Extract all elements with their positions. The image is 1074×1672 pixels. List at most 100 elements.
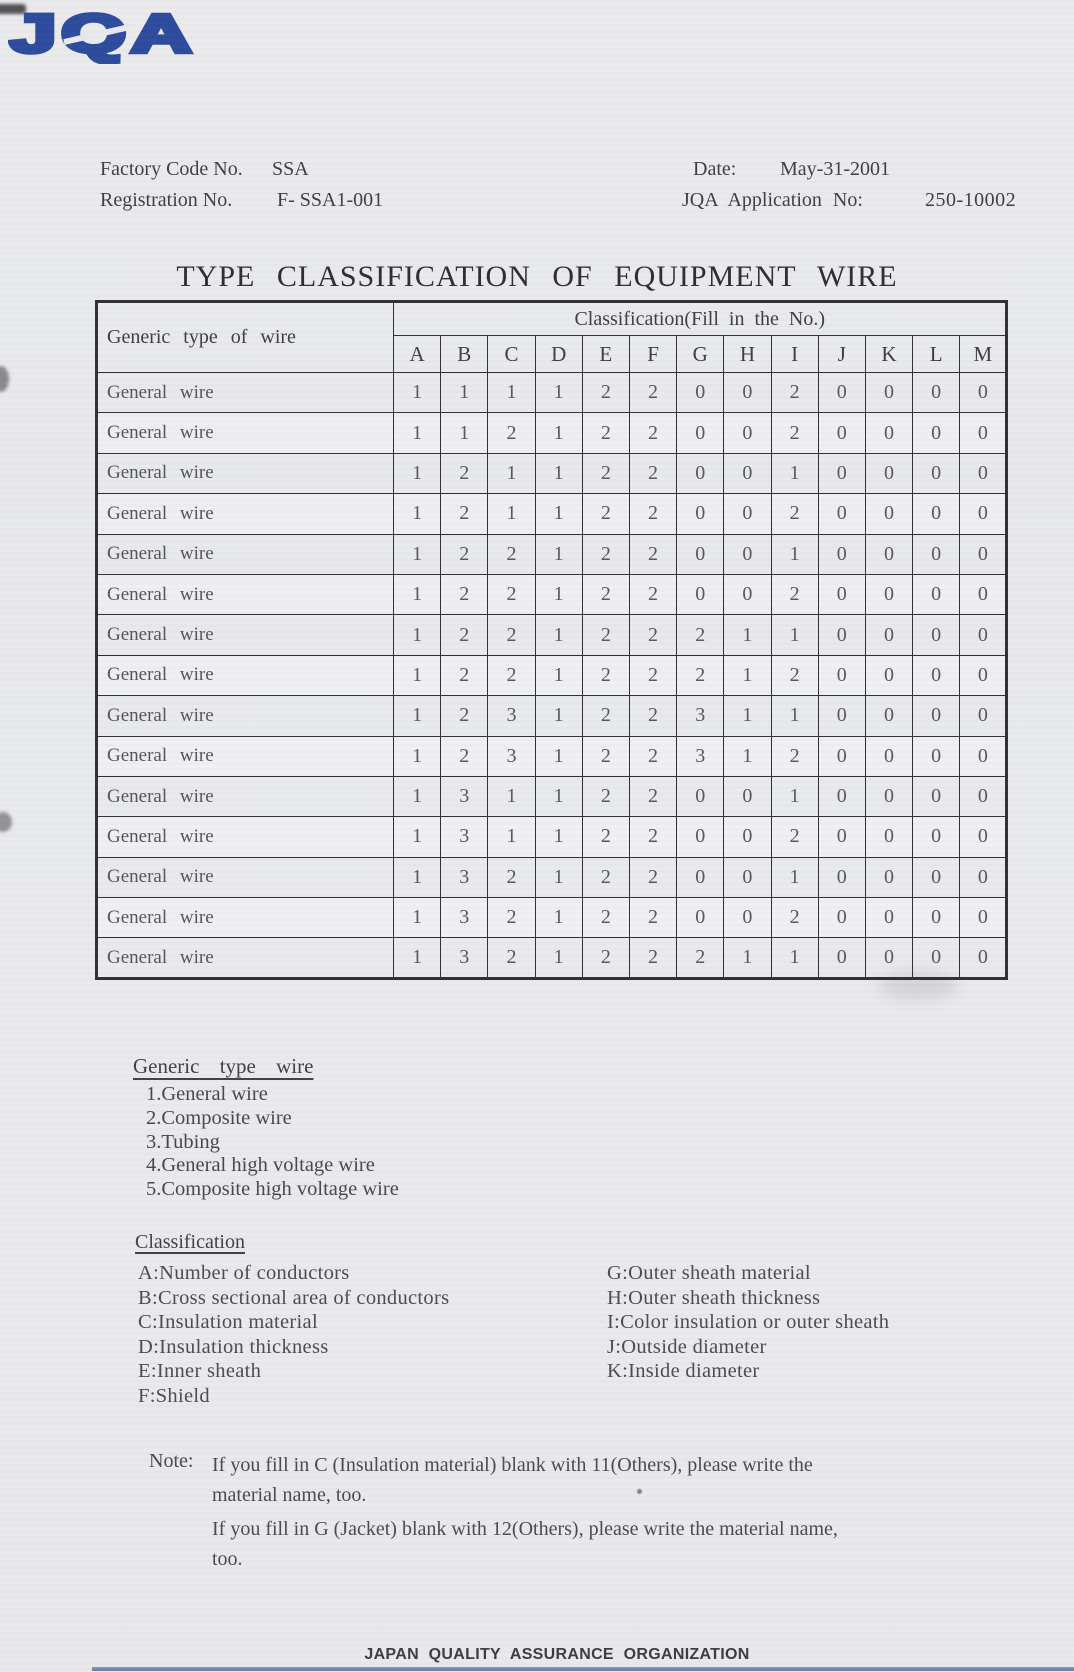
classification-value-cell: 0 [864,695,914,737]
classification-value-cell: 0 [864,816,914,858]
classification-value-cell: 2 [581,695,630,737]
classification-value-cell: 1 [392,816,442,858]
column-header-a: A [392,335,442,373]
jqa-logo-icon: JQA [8,2,196,67]
wire-type-cell: General wire [96,937,394,979]
meta-left-block: Factory Code No. SSA Registration No. F-… [100,158,580,220]
classification-value-cell: 2 [487,897,536,939]
classification-value-cell: 0 [817,937,866,979]
classification-value-cell: 0 [864,735,914,777]
registration-row: Registration No. F- SSA1-001 [100,189,580,220]
registration-label: Registration No. [100,189,233,211]
classification-value-cell: 2 [581,654,630,697]
table-row: General wire 1 2 2 1 2 2 0 0 2 0 0 0 0 [96,573,1008,616]
classification-value-cell: 0 [864,412,914,454]
scan-smudge [637,1489,642,1494]
classification-value-cell: 0 [864,452,914,495]
classification-value-cell: 2 [487,412,536,454]
date-value: May-31-2001 [780,158,890,180]
classification-value-cell: 2 [628,371,678,414]
classification-value-cell: 2 [628,614,678,656]
classification-value-cell: 1 [534,695,583,737]
generic-type-item: 3.Tubing [146,1130,220,1153]
classification-value-cell: 1 [534,897,583,939]
classification-value-cell: 1 [392,775,442,818]
classification-value-cell: 2 [440,654,489,697]
wire-type-cell: General wire [96,695,394,737]
wire-type-cell: General wire [96,533,394,575]
classification-value-cell: 0 [912,533,961,575]
classification-value-cell: 0 [676,573,725,616]
classification-value-cell: 2 [440,614,489,656]
scan-smudge [0,4,26,14]
legend-item: D:Insulation thickness [138,1335,329,1358]
generic-type-item: 4.General high voltage wire [146,1154,375,1177]
classification-value-cell: 1 [534,533,583,575]
table-row: General wire 1 2 2 1 2 2 0 0 1 0 0 0 0 [96,533,1008,575]
generic-type-column-header: Generic type of wire [96,301,394,373]
legend-right: G:Outer sheath material H:Outer sheath th… [607,1261,889,1384]
column-header-l: L [912,335,961,373]
classification-value-cell: 1 [723,614,772,656]
classification-value-cell: 2 [487,614,536,656]
column-header-i: I [770,335,819,373]
note-label: Note: [149,1450,194,1472]
classification-value-cell: 2 [581,735,630,777]
classification-value-cell: 2 [487,533,536,575]
classification-value-cell: 0 [864,493,914,535]
classification-value-cell: 2 [581,533,630,575]
note-line: too. [212,1548,243,1570]
table-row: General wire 1 2 1 1 2 2 0 0 2 0 0 0 0 [96,493,1008,535]
column-header-b: B [440,335,489,373]
classification-value-cell: 2 [770,735,819,777]
page-title: TYPE CLASSIFICATION OF EQUIPMENT WIRE [176,260,898,293]
classification-value-cell: 0 [912,816,961,858]
classification-value-cell: 1 [534,775,583,818]
classification-value-cell: 1 [392,695,442,737]
classification-value-cell: 1 [534,493,583,535]
classification-value-cell: 0 [959,816,1008,858]
classification-value-cell: 2 [440,452,489,495]
classification-value-cell: 0 [912,654,961,697]
classification-value-cell: 1 [392,412,442,454]
classification-value-cell: 0 [959,856,1008,899]
classification-value-cell: 1 [392,897,442,939]
logo-slash [63,23,135,45]
footer-organization: JAPAN QUALITY ASSURANCE ORGANIZATION [364,1646,750,1663]
classification-value-cell: 0 [912,775,961,818]
classification-value-cell: 3 [487,695,536,737]
wire-type-cell: General wire [96,493,394,535]
meta-right-block: Date: May-31-2001 JQA Application No: 25… [682,158,1074,220]
legend-item: H:Outer sheath thickness [607,1286,821,1309]
classification-value-cell: 2 [628,573,678,616]
wire-type-cell: General wire [96,452,394,495]
classification-value-cell: 2 [487,654,536,697]
classification-value-cell: 1 [392,533,442,575]
classification-value-cell: 0 [864,533,914,575]
classification-value-cell: 0 [912,371,961,414]
classification-value-cell: 1 [487,493,536,535]
classification-value-cell: 1 [440,371,489,414]
table-row: General wire 1 2 3 1 2 2 3 1 1 0 0 0 0 [96,695,1008,737]
wire-type-cell: General wire [96,856,394,899]
note-line: If you fill in G (Jacket) blank with 12(… [212,1518,838,1540]
classification-value-cell: 0 [959,493,1008,535]
classification-value-cell: 2 [628,452,678,495]
classification-value-cell: 2 [770,371,819,414]
column-header-k: K [864,335,914,373]
classification-value-cell: 0 [817,371,866,414]
classification-value-cell: 0 [912,937,961,979]
classification-value-cell: 2 [628,897,678,939]
column-header-g: G [676,335,725,373]
factory-code-label: Factory Code No. [100,158,243,180]
column-header-f: F [628,335,678,373]
note-text: If you fill in C (Insulation material) b… [212,1450,838,1578]
classification-value-cell: 0 [817,897,866,939]
classification-value-cell: 2 [770,654,819,697]
classification-value-cell: 3 [440,775,489,818]
classification-value-cell: 0 [864,573,914,616]
classification-value-cell: 1 [770,452,819,495]
classification-value-cell: 1 [534,735,583,777]
table-row: General wire 1 2 3 1 2 2 3 1 2 0 0 0 0 [96,735,1008,777]
